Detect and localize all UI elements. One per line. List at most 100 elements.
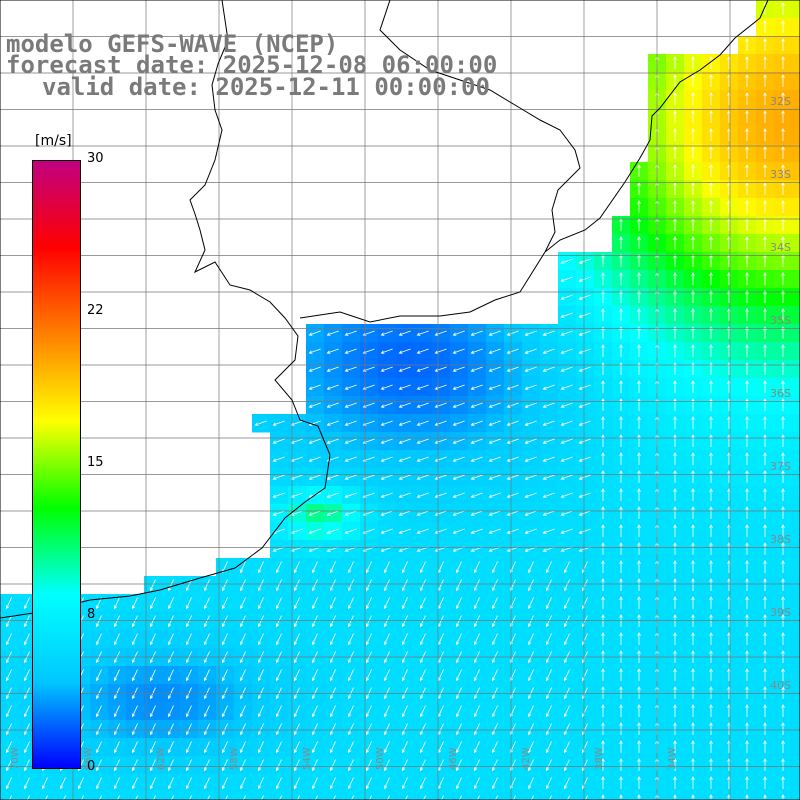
- wind-arrow: [5, 723, 12, 736]
- wind-arrow: [781, 56, 785, 69]
- wind-arrow: [452, 348, 465, 354]
- wind-arrow: [619, 686, 623, 699]
- wind-arrow: [311, 777, 318, 790]
- wind-arrow: [763, 20, 767, 33]
- wind-arrow: [326, 384, 339, 390]
- wind-arrow: [506, 528, 519, 534]
- wind-arrow: [344, 330, 357, 336]
- wind-arrow: [637, 308, 641, 321]
- wind-arrow: [113, 759, 120, 772]
- wind-cell: [396, 792, 415, 800]
- wind-arrow: [149, 633, 156, 646]
- wind-arrow: [239, 687, 246, 700]
- wind-cell: [0, 792, 19, 800]
- wind-arrow: [344, 402, 357, 408]
- wind-arrow: [709, 560, 713, 573]
- wind-arrow: [383, 687, 390, 700]
- wind-arrow: [491, 579, 498, 592]
- wind-arrow: [329, 705, 336, 718]
- wind-arrow: [527, 615, 534, 628]
- wind-arrow: [95, 759, 102, 772]
- wind-arrow: [365, 669, 372, 682]
- wind-cell: [792, 720, 800, 739]
- wind-arrow: [763, 434, 767, 447]
- wind-arrow: [279, 795, 282, 800]
- wind-arrow: [578, 528, 591, 534]
- wind-arrow: [542, 366, 555, 372]
- wind-arrow: [763, 146, 767, 159]
- wind-arrow: [131, 777, 138, 790]
- wind-arrow: [691, 128, 695, 141]
- wind-arrow: [380, 528, 393, 534]
- wind-arrow: [329, 687, 336, 700]
- wind-cell: [792, 414, 800, 433]
- wind-arrow: [745, 704, 749, 717]
- wind-arrow: [619, 236, 623, 249]
- wind-arrow: [781, 686, 785, 699]
- wind-arrow: [308, 348, 321, 354]
- wind-arrow: [673, 416, 677, 429]
- wind-arrow: [113, 723, 120, 736]
- wind-arrow: [221, 615, 228, 628]
- wind-arrow: [416, 366, 429, 372]
- wind-arrow: [23, 777, 30, 790]
- wind-arrow: [293, 597, 300, 610]
- wind-arrow: [347, 579, 354, 592]
- colorbar-tick-0: 0: [87, 759, 96, 774]
- wind-cell: [792, 432, 800, 451]
- wind-arrow: [506, 402, 519, 408]
- wind-arrow: [167, 687, 174, 700]
- wind-arrow: [709, 344, 713, 357]
- wind-cell: [522, 792, 541, 800]
- wind-cell: [414, 792, 433, 800]
- wind-arrow: [637, 542, 641, 555]
- wind-arrow: [745, 92, 749, 105]
- wind-arrow: [308, 456, 321, 462]
- wind-arrow: [383, 597, 390, 610]
- wind-arrow: [293, 633, 300, 646]
- wind-arrow: [527, 741, 534, 754]
- wind-arrow: [781, 74, 785, 87]
- wind-cell: [306, 792, 325, 800]
- wind-arrow: [470, 438, 483, 444]
- wind-arrow: [781, 164, 785, 177]
- wind-cell: [792, 756, 800, 775]
- wind-arrow: [524, 510, 537, 516]
- wind-arrow: [167, 723, 174, 736]
- wind-arrow: [365, 777, 372, 790]
- wind-arrow: [745, 416, 749, 429]
- wind-arrow: [745, 614, 749, 627]
- wind-arrow: [131, 615, 138, 628]
- wind-arrow: [781, 182, 785, 195]
- wind-arrow: [527, 579, 534, 592]
- wind-arrow: [113, 669, 120, 682]
- wind-arrow: [275, 741, 282, 754]
- wind-arrow: [203, 759, 210, 772]
- wind-arrow: [470, 402, 483, 408]
- wind-cell: [792, 252, 800, 271]
- wind-arrow: [691, 272, 695, 285]
- wind-arrow: [673, 308, 677, 321]
- wind-arrow: [545, 561, 552, 574]
- wind-arrow: [59, 777, 66, 790]
- wind-arrow: [673, 578, 677, 591]
- wind-arrow: [745, 758, 749, 771]
- wind-arrow: [709, 92, 713, 105]
- wind-arrow: [709, 272, 713, 285]
- wind-arrow: [23, 759, 30, 772]
- wind-cell: [90, 792, 109, 800]
- wind-arrow: [709, 776, 713, 789]
- wind-arrow: [257, 705, 264, 718]
- wind-arrow: [311, 723, 318, 736]
- wind-arrow: [491, 741, 498, 754]
- wind-arrow: [470, 528, 483, 534]
- wind-arrow: [23, 597, 30, 610]
- wind-arrow: [781, 290, 785, 303]
- wind-arrow: [473, 741, 480, 754]
- wind-arrow: [691, 722, 695, 735]
- wind-arrow: [311, 669, 318, 682]
- wind-arrow: [203, 687, 210, 700]
- wind-arrow: [185, 777, 192, 790]
- wind-arrow: [524, 402, 537, 408]
- wind-arrow: [365, 633, 372, 646]
